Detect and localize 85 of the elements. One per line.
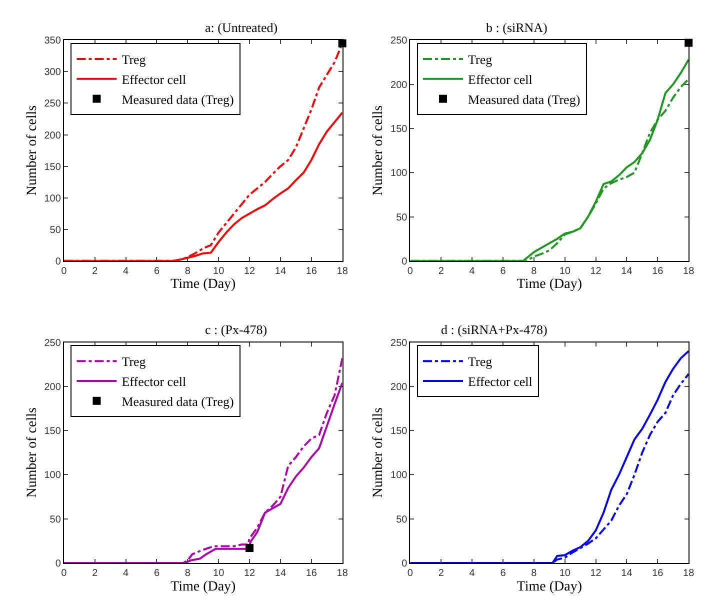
x-tick-label: 10	[559, 266, 571, 277]
x-tick-label: 2	[92, 266, 98, 277]
x-tick-label: 16	[306, 266, 318, 277]
x-axis-title: Time (Day)	[516, 277, 582, 292]
y-tick-label: 200	[44, 130, 62, 142]
x-tick-label: 8	[531, 266, 538, 277]
y-axis-title: Number of cells	[24, 105, 40, 196]
legend-label: Effector cell	[468, 374, 533, 390]
y-tick-label: 350	[44, 36, 62, 47]
x-tick-label: 8	[184, 266, 191, 277]
y-tick-label: 250	[390, 36, 408, 47]
x-tick-label: 4	[123, 266, 130, 277]
x-tick-label: 18	[336, 568, 348, 580]
y-tick-label: 50	[396, 212, 408, 224]
x-axis-title: Time (Day)	[170, 579, 236, 594]
x-tick-label: 16	[306, 568, 318, 580]
x-tick-label: 14	[274, 266, 286, 277]
x-tick-label: 12	[244, 266, 256, 277]
x-tick-label: 6	[154, 266, 160, 277]
x-tick-label: 14	[274, 568, 286, 580]
y-tick-label: 250	[390, 338, 408, 349]
y-tick-label: 150	[44, 162, 62, 173]
legend-label: Treg	[468, 52, 493, 68]
legend-label: Measured data (Treg)	[468, 92, 580, 107]
y-axis-title: Number of cells	[371, 105, 386, 196]
chart-title: d : (siRNA+Px-478)	[441, 322, 548, 337]
legend-label: Effector cell	[468, 72, 533, 87]
y-tick-label: 0	[402, 256, 408, 268]
y-tick-label: 0	[55, 558, 62, 570]
x-tick-label: 6	[500, 568, 506, 580]
y-tick-label: 50	[50, 514, 62, 526]
y-tick-label: 200	[390, 382, 408, 393]
y-tick-label: 0	[55, 256, 62, 268]
legend-label: Effector cell	[122, 72, 186, 87]
x-tick-label: 10	[559, 568, 571, 580]
y-tick-label: 300	[44, 67, 62, 78]
x-tick-label: 18	[683, 266, 695, 277]
y-tick-label: 100	[390, 168, 408, 180]
x-tick-label: 2	[438, 568, 444, 580]
x-tick-label: 14	[621, 568, 633, 580]
x-tick-label: 8	[184, 568, 191, 580]
y-tick-label: 150	[390, 426, 408, 438]
x-tick-label: 2	[92, 568, 98, 580]
x-tick-label: 12	[590, 266, 602, 277]
y-tick-label: 200	[44, 382, 62, 393]
y-tick-label: 100	[44, 193, 62, 204]
y-axis-title: Number of cells	[24, 408, 40, 498]
chart-title: c : (Px-478)	[205, 322, 268, 337]
y-tick-label: 250	[44, 98, 62, 110]
x-tick-label: 14	[621, 266, 633, 277]
x-tick-label: 16	[652, 568, 664, 580]
chart-title: a: (Untreated)	[205, 20, 278, 35]
x-tick-label: 18	[336, 266, 348, 277]
legend-label: Treg	[122, 52, 146, 68]
x-tick-label: 18	[683, 568, 695, 580]
legend-label: Treg	[122, 354, 146, 370]
y-axis-title: Number of cells	[371, 408, 386, 498]
x-tick-label: 16	[652, 266, 664, 277]
legend-label: Measured data (Treg)	[122, 394, 234, 409]
x-tick-label: 4	[469, 568, 476, 580]
x-tick-label: 6	[500, 266, 506, 277]
y-tick-label: 50	[50, 224, 62, 236]
y-tick-label: 100	[44, 470, 62, 482]
x-tick-label: 12	[244, 568, 256, 580]
y-tick-label: 100	[390, 470, 408, 482]
legend-label: Measured data (Treg)	[122, 92, 234, 107]
y-tick-label: 200	[390, 80, 408, 91]
y-tick-label: 250	[44, 338, 62, 349]
x-tick-label: 2	[438, 266, 444, 277]
x-tick-label: 4	[123, 568, 130, 580]
x-tick-label: 10	[213, 568, 225, 580]
x-axis-title: Time (Day)	[170, 277, 236, 292]
x-tick-label: 4	[469, 266, 476, 277]
y-tick-label: 0	[402, 558, 408, 570]
y-tick-label: 50	[396, 514, 408, 526]
x-tick-label: 10	[213, 266, 225, 277]
x-axis-title: Time (Day)	[516, 579, 582, 594]
y-tick-label: 150	[44, 426, 62, 438]
legend-label: Effector cell	[122, 374, 186, 390]
x-tick-label: 12	[590, 568, 602, 580]
y-tick-label: 150	[390, 124, 408, 135]
x-tick-label: 8	[531, 568, 538, 580]
chart-title: b : (siRNA)	[486, 20, 548, 35]
legend-label: Treg	[468, 354, 493, 370]
x-tick-label: 6	[154, 568, 160, 580]
